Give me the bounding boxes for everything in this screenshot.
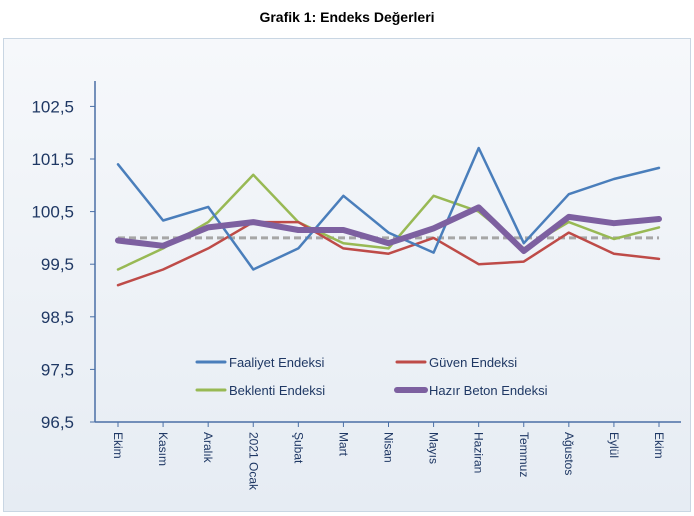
hazir-beton-endeksi-line <box>115 204 662 254</box>
y-tick-label: 98,5 <box>41 308 74 327</box>
y-tick-label: 99,5 <box>41 255 74 274</box>
legend-item-guven: Güven Endeksi <box>395 355 517 370</box>
faaliyet-endeksi-line <box>116 146 661 271</box>
x-tick-label: Mart <box>336 432 350 457</box>
legend-label: Hazır Beton Endeksi <box>429 383 548 398</box>
series-lines <box>115 146 662 287</box>
legend-item-beklenti: Beklenti Endeksi <box>195 383 325 398</box>
chart-frame <box>3 38 691 512</box>
x-tick-label: Aralık <box>201 432 215 464</box>
x-tick-label: Ağustos <box>562 432 576 475</box>
guven-endeksi-line <box>116 220 661 287</box>
x-tick-label: Eylül <box>607 432 621 458</box>
x-tick-label: 2021 Ocak <box>246 432 260 491</box>
x-tick-label: Haziran <box>472 432 486 473</box>
x-tick-labels: Ekim Kasım Aralık 2021 Ocak Şubat Mart Nisan Ma… <box>111 422 666 491</box>
x-tick-label: Mayıs <box>427 432 441 464</box>
legend: Faaliyet Endeksi Güven Endeksi Beklenti En… <box>195 355 548 398</box>
y-tick-label: 100,5 <box>31 203 74 222</box>
x-tick-label: Şubat <box>291 432 305 464</box>
x-tick-label: Kasım <box>156 432 170 466</box>
y-tick-label: 101,5 <box>31 150 74 169</box>
legend-label: Faaliyet Endeksi <box>229 355 324 370</box>
legend-item-faaliyet: Faaliyet Endeksi <box>195 355 324 370</box>
y-tick-label: 102,5 <box>31 97 74 116</box>
x-tick-label: Ekim <box>652 432 666 459</box>
beklenti-endeksi-line <box>116 173 661 271</box>
axes <box>94 81 681 423</box>
x-tick-label: Nisan <box>382 432 396 463</box>
x-tick-label: Temmuz <box>517 432 531 477</box>
chart-title: Grafik 1: Endeks Değerleri <box>259 9 435 25</box>
legend-label: Güven Endeksi <box>429 355 517 370</box>
y-tick-labels: 102,5 101,5 100,5 99,5 98,5 97,5 96,5 <box>31 97 95 432</box>
legend-label: Beklenti Endeksi <box>229 383 325 398</box>
y-tick-label: 96,5 <box>41 413 74 432</box>
y-tick-label: 97,5 <box>41 360 74 379</box>
legend-item-hazir-beton: Hazır Beton Endeksi <box>394 383 548 398</box>
x-tick-label: Ekim <box>111 432 125 459</box>
